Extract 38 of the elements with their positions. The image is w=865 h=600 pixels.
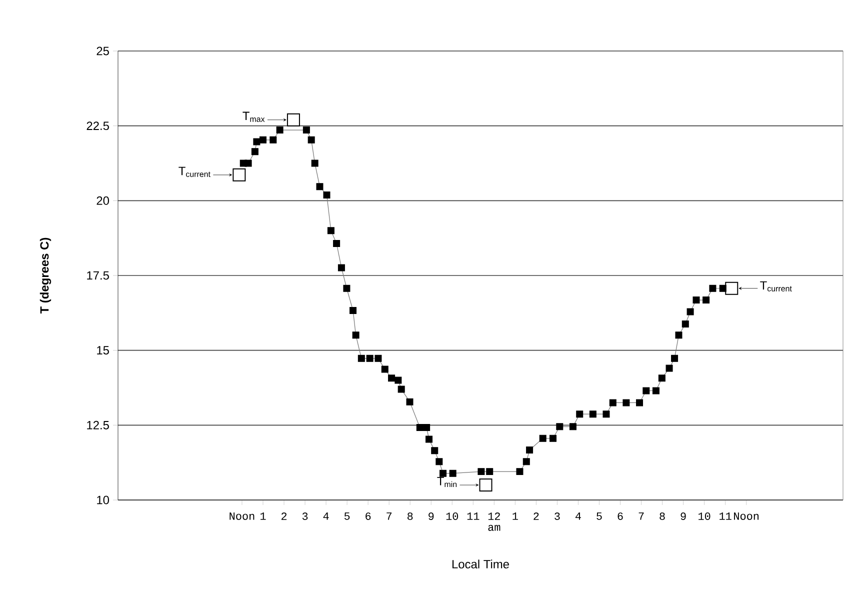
y-tick-label: 20 (96, 196, 110, 205)
x-tick-label: 11 (720, 512, 732, 520)
x-tick-label: 6 (618, 512, 623, 520)
x-tick-label: 1 (512, 512, 518, 520)
y-axis-title: T (degrees C) (40, 238, 52, 314)
x-tick-label: 9 (428, 512, 434, 520)
x-tick-label: 5 (596, 512, 602, 520)
x-tick-label: Noon (230, 512, 254, 520)
x-tick-label: 9 (680, 512, 686, 520)
x-tick-label: Noon (734, 512, 759, 520)
x-tick-label: 1 (260, 512, 266, 520)
x-tick-label: 2 (534, 512, 539, 520)
x-tick-label: 3 (554, 512, 560, 520)
annotation: T$_{max}$ (242, 112, 265, 122)
x-tick-label: 7 (638, 512, 644, 520)
x-tick-label: 2 (281, 512, 287, 520)
y-tick-label: 22.5 (86, 122, 109, 130)
x-tick-label: 7 (386, 512, 392, 520)
annotation: T$_{min}$ (437, 477, 457, 488)
x-tick-label: 6 (366, 512, 371, 520)
x-tick-label: 5 (344, 512, 350, 520)
x-tick-label: 8 (408, 512, 413, 520)
x-tick-label: 4 (323, 512, 329, 520)
x-tick-label: 10 (698, 512, 710, 520)
x-tick-label: 3 (302, 512, 308, 520)
y-tick-label: 15 (97, 346, 109, 354)
y-tick-label: 25 (96, 46, 109, 56)
annotation: T$_{current}$ (760, 281, 792, 292)
y-tick-label: 12.5 (87, 420, 109, 430)
x-axis-title: Local Time (452, 560, 509, 568)
x-tick-label: 11 (467, 512, 480, 520)
x-tick-label: 8 (660, 512, 665, 520)
x-tick-label: 10 (446, 512, 458, 520)
annotation: T$_{current}$ (178, 166, 210, 177)
x-tick-label: 4 (575, 512, 581, 520)
y-tick-label: 17.5 (87, 271, 109, 280)
x-tick-label: 12 am (488, 512, 500, 531)
y-tick-label: 10 (97, 496, 110, 504)
